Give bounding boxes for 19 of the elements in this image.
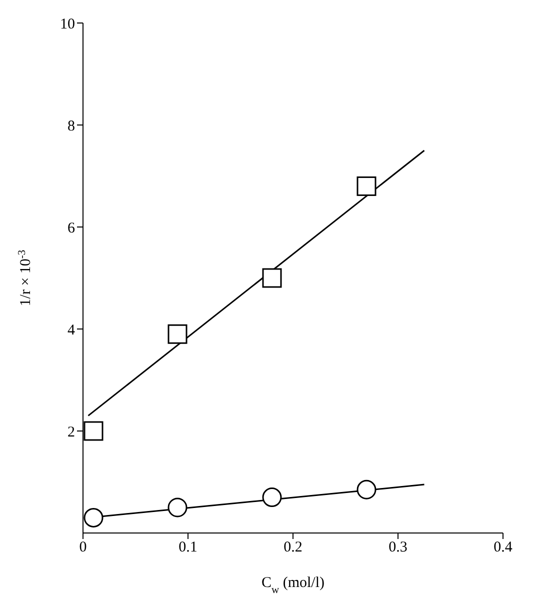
x-tick-label: 0.1 bbox=[178, 540, 198, 556]
x-tick-label: 0 bbox=[79, 540, 87, 556]
point bbox=[356, 176, 376, 196]
point bbox=[262, 268, 282, 288]
x-tick-label: 0.3 bbox=[388, 540, 408, 556]
point bbox=[84, 508, 104, 528]
point bbox=[262, 488, 282, 508]
y-tick-label: 8 bbox=[68, 118, 75, 134]
point bbox=[356, 480, 376, 500]
x-tick-label: 0.4 bbox=[494, 540, 513, 556]
point bbox=[84, 421, 104, 441]
y-tick-label: 10 bbox=[60, 16, 75, 32]
y-tick-label: 4 bbox=[68, 322, 76, 338]
y-tick-label: 6 bbox=[68, 220, 76, 236]
point bbox=[168, 324, 188, 344]
x-axis-title: C$_{w}$ (mol/l) bbox=[261, 575, 325, 596]
y-tick-label: 2 bbox=[68, 424, 75, 440]
point bbox=[168, 498, 188, 518]
x-tick-label: 0.2 bbox=[284, 540, 302, 556]
